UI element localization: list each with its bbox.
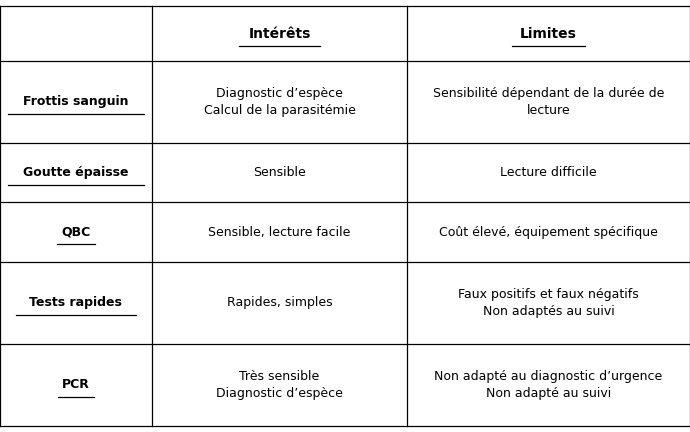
Text: Intérêts: Intérêts — [248, 27, 310, 41]
Text: Diagnostic d’espèce
Calcul de la parasitémie: Diagnostic d’espèce Calcul de la parasit… — [204, 87, 355, 117]
Text: Rapides, simples: Rapides, simples — [226, 296, 333, 309]
Text: Sensible, lecture facile: Sensible, lecture facile — [208, 226, 351, 238]
Text: Sensibilité dépendant de la durée de
lecture: Sensibilité dépendant de la durée de lec… — [433, 87, 664, 117]
Text: Coût élevé, équipement spécifique: Coût élevé, équipement spécifique — [439, 226, 658, 238]
Text: Très sensible
Diagnostic d’espèce: Très sensible Diagnostic d’espèce — [216, 370, 343, 400]
Text: Faux positifs et faux négatifs
Non adaptés au suivi: Faux positifs et faux négatifs Non adapt… — [458, 288, 639, 318]
Text: Lecture difficile: Lecture difficile — [500, 166, 597, 179]
Text: Non adapté au diagnostic d’urgence
Non adapté au suivi: Non adapté au diagnostic d’urgence Non a… — [435, 370, 662, 400]
Text: QBC: QBC — [61, 226, 90, 238]
Text: Limites: Limites — [520, 27, 577, 41]
Text: Frottis sanguin: Frottis sanguin — [23, 95, 128, 108]
Text: Tests rapides: Tests rapides — [30, 296, 122, 309]
Text: PCR: PCR — [62, 378, 90, 391]
Text: Sensible: Sensible — [253, 166, 306, 179]
Text: Goutte épaisse: Goutte épaisse — [23, 166, 128, 179]
